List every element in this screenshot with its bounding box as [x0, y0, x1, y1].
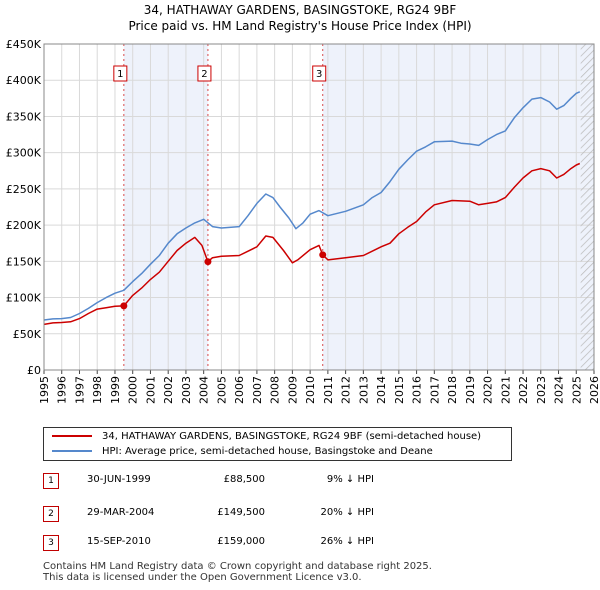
- x-tick-label: 2002: [162, 376, 175, 404]
- transaction-date: 29-MAR-2004: [87, 507, 155, 518]
- legend-swatch-hpi: [52, 450, 92, 452]
- y-tick-label: £300K: [6, 147, 42, 160]
- shaded-region: [123, 44, 208, 370]
- x-tick-label: 2001: [144, 376, 157, 404]
- legend-swatch-property: [52, 435, 92, 437]
- sale-number-box: [312, 65, 327, 82]
- legend-item-property: 34, HATHAWAY GARDENS, BASINGSTOKE, RG24 …: [52, 430, 481, 444]
- transaction-hpi-diff: 26% ↓ HPI: [320, 536, 374, 547]
- sale-number-box: [113, 65, 128, 82]
- x-tick-label: 2019: [464, 376, 477, 404]
- chart-legend: 34, HATHAWAY GARDENS, BASINGSTOKE, RG24 …: [43, 427, 512, 461]
- x-tick-label: 2014: [375, 376, 388, 404]
- sale-point: [120, 302, 128, 310]
- legend-label-property: 34, HATHAWAY GARDENS, BASINGSTOKE, RG24 …: [102, 431, 482, 442]
- y-tick-label: £150K: [6, 255, 42, 268]
- property-price-line: [43, 162, 581, 326]
- transaction-date: 30-JUN-1999: [87, 474, 151, 485]
- chart-title-line2: Price paid vs. HM Land Registry's House …: [128, 19, 472, 33]
- x-tick-label: 2013: [357, 376, 370, 404]
- sale-number-label: 1: [117, 69, 123, 80]
- x-tick-label: 2006: [233, 376, 246, 404]
- x-tick-label: 2017: [428, 376, 441, 404]
- y-tick-label: £250K: [6, 183, 42, 196]
- transaction-hpi-diff: 9% ↓ HPI: [326, 474, 374, 485]
- price-chart: 1 2 3 £0 £50K £100K £150K £200K £250K £300K £350K…: [6, 38, 600, 404]
- transaction-price: £88,500: [223, 474, 265, 485]
- y-tick-label: £350K: [6, 110, 42, 123]
- x-tick-label: 2000: [127, 376, 140, 404]
- x-tick-label: 2007: [251, 376, 264, 404]
- future-hatch-region: [580, 44, 594, 370]
- x-tick-label: 2025: [570, 376, 583, 404]
- sale-number-box: [197, 65, 212, 82]
- footer: Contains HM Land Registry data © Crown c…: [43, 561, 432, 583]
- footer-licence: This data is licensed under the Open Gov…: [43, 572, 362, 583]
- transaction-price: £149,500: [217, 507, 265, 518]
- transaction-row: 3 15-SEP-2010 £159,000 26% ↓ HPI: [43, 535, 443, 551]
- transaction-number-badge: 2: [43, 506, 59, 522]
- x-tick-label: 2009: [286, 376, 299, 404]
- y-tick-label: £450K: [6, 38, 42, 51]
- x-tick-label: 2020: [482, 376, 495, 404]
- plot-frame: [43, 43, 595, 371]
- transaction-price: £159,000: [217, 536, 265, 547]
- x-tick-label: 2022: [517, 376, 530, 404]
- x-tick-label: 2023: [535, 376, 548, 404]
- transaction-row: 2 29-MAR-2004 £149,500 20% ↓ HPI: [43, 506, 443, 522]
- transaction-number-badge: 3: [43, 535, 59, 551]
- x-tick-label: 2016: [411, 376, 424, 404]
- x-tick-label: 1998: [91, 376, 104, 404]
- x-tick-label: 1996: [56, 376, 69, 404]
- transaction-row: 1 30-JUN-1999 £88,500 9% ↓ HPI: [43, 473, 443, 489]
- x-tick-label: 2011: [322, 376, 335, 404]
- legend-item-hpi: HPI: Average price, semi-detached house,…: [52, 445, 433, 459]
- x-tick-label: 2005: [215, 376, 228, 404]
- y-tick-label: £200K: [6, 219, 42, 232]
- x-tick-label: 2015: [393, 376, 406, 404]
- sale-number-label: 2: [201, 69, 207, 80]
- x-tick-label: 2008: [269, 376, 282, 404]
- x-tick-label: 2010: [304, 376, 317, 404]
- shaded-region: [322, 44, 594, 370]
- y-tick-label: £400K: [6, 74, 42, 87]
- legend-label-hpi: HPI: Average price, semi-detached house,…: [102, 446, 433, 457]
- chart-title-line1: 34, HATHAWAY GARDENS, BASINGSTOKE, RG24 …: [143, 3, 457, 17]
- x-tick-label: 2024: [553, 376, 566, 404]
- x-tick-label: 1995: [38, 376, 51, 404]
- sale-point: [319, 251, 327, 259]
- transaction-hpi-diff: 20% ↓ HPI: [320, 507, 374, 518]
- transaction-date: 15-SEP-2010: [87, 536, 151, 547]
- chart-title: 34, HATHAWAY GARDENS, BASINGSTOKE, RG24 …: [0, 2, 600, 34]
- sale-point: [204, 258, 212, 266]
- footer-copyright: Contains HM Land Registry data © Crown c…: [43, 561, 432, 572]
- x-tick-label: 2012: [340, 376, 353, 404]
- x-tick-label: 2021: [499, 376, 512, 404]
- y-tick-label: £0: [27, 364, 41, 377]
- x-tick-label: 1999: [109, 376, 122, 404]
- y-tick-label: £100K: [6, 292, 42, 305]
- x-tick-label: 1997: [73, 376, 86, 404]
- x-tick-label: 2018: [446, 376, 459, 404]
- transaction-number-badge: 1: [43, 473, 59, 489]
- x-tick-label: 2026: [588, 376, 600, 404]
- x-tick-label: 2004: [198, 376, 211, 404]
- sale-number-label: 3: [316, 69, 322, 80]
- y-tick-label: £50K: [13, 328, 42, 341]
- hpi-line: [43, 91, 581, 321]
- x-tick-label: 2003: [180, 376, 193, 404]
